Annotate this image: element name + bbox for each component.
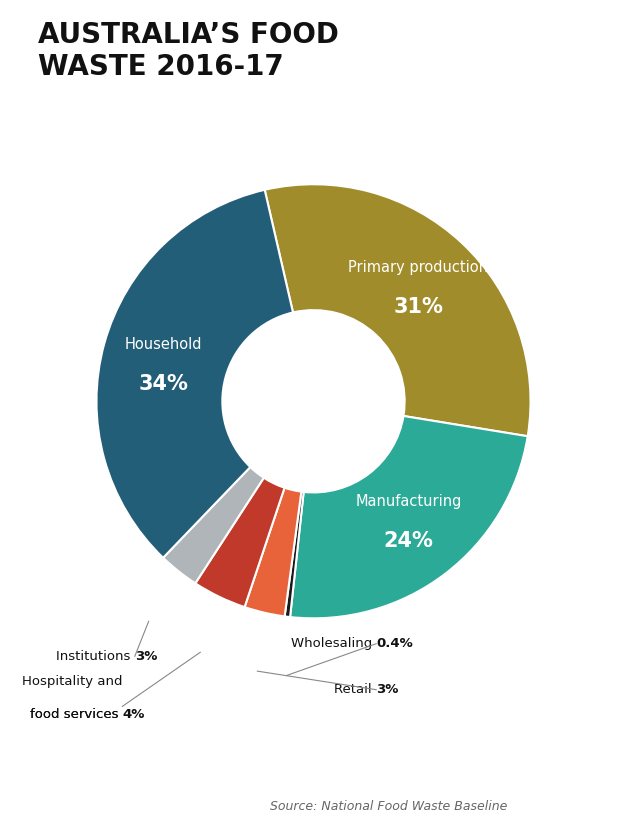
Text: Wholesaling: Wholesaling bbox=[291, 637, 376, 650]
Text: Primary production: Primary production bbox=[348, 260, 488, 275]
Text: food services: food services bbox=[29, 708, 122, 721]
Text: Household: Household bbox=[125, 337, 203, 352]
Wedge shape bbox=[97, 190, 293, 558]
Text: Retail: Retail bbox=[334, 683, 376, 696]
Text: food services: food services bbox=[29, 708, 122, 721]
Wedge shape bbox=[265, 184, 530, 436]
Text: Source: National Food Waste Baseline: Source: National Food Waste Baseline bbox=[270, 799, 507, 813]
Text: 3%: 3% bbox=[135, 650, 157, 663]
Text: Manufacturing: Manufacturing bbox=[356, 494, 462, 509]
Text: 31%: 31% bbox=[393, 297, 443, 317]
Text: Hospitality and: Hospitality and bbox=[22, 675, 122, 688]
Wedge shape bbox=[195, 477, 285, 607]
Text: AUSTRALIA’S FOOD
WASTE 2016-17: AUSTRALIA’S FOOD WASTE 2016-17 bbox=[38, 21, 339, 81]
Text: 34%: 34% bbox=[139, 374, 189, 394]
Wedge shape bbox=[285, 492, 303, 617]
Text: 0.4%: 0.4% bbox=[376, 637, 413, 650]
Text: Institutions: Institutions bbox=[56, 650, 135, 663]
Text: 4%: 4% bbox=[123, 708, 145, 721]
Wedge shape bbox=[290, 416, 528, 619]
Text: 3%: 3% bbox=[376, 683, 399, 696]
Wedge shape bbox=[245, 487, 302, 616]
Text: 24%: 24% bbox=[384, 531, 434, 551]
Wedge shape bbox=[163, 467, 264, 584]
